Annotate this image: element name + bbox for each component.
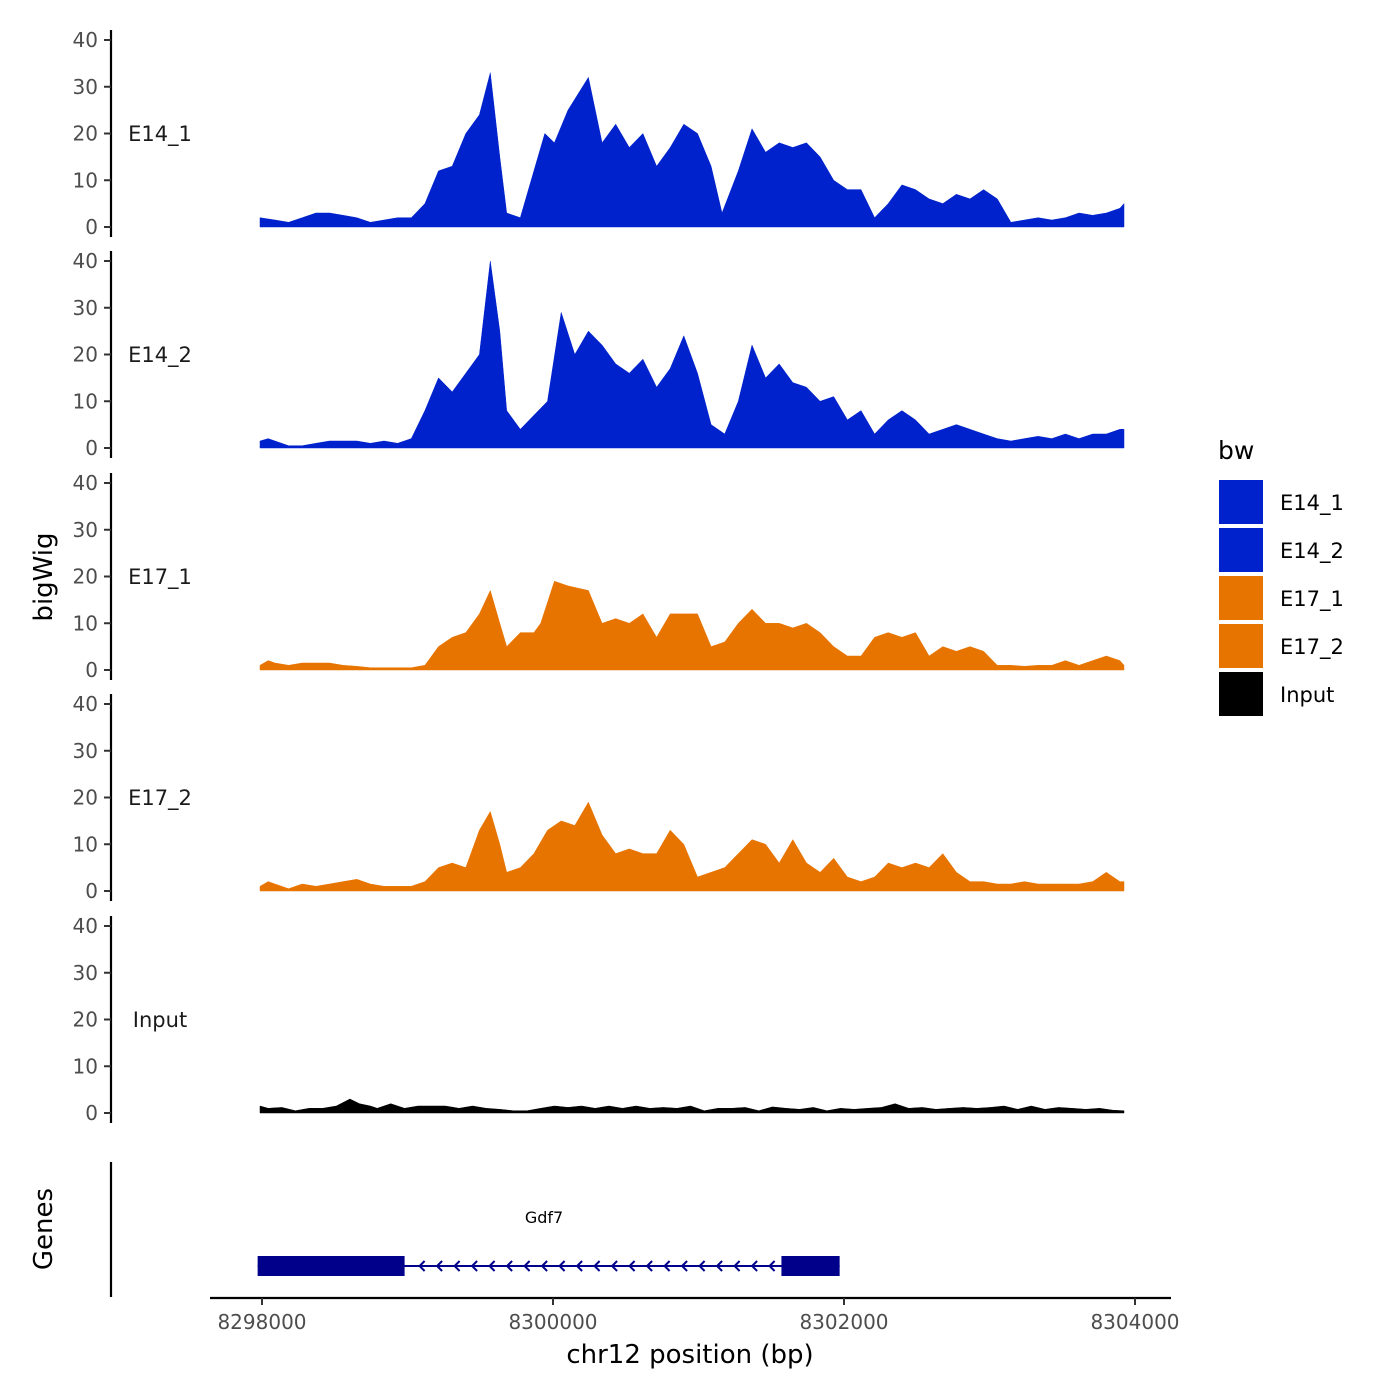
legend-item-e17-1: E17_1 (1219, 576, 1344, 620)
gene-exon (257, 1256, 405, 1276)
y-tick-label: 20 (73, 786, 98, 810)
y-axis-title: bigWig (29, 532, 59, 621)
strand-arrow (523, 1260, 531, 1272)
strand-arrow (453, 1260, 461, 1272)
gene-exon (781, 1256, 840, 1276)
strand-arrow (575, 1260, 583, 1272)
y-tick-label: 30 (73, 75, 98, 99)
legend-label: E14_2 (1280, 539, 1344, 564)
genes-track: Genes Gdf7 (29, 1162, 840, 1297)
strand-arrow (645, 1260, 653, 1272)
y-tick-label: 0 (85, 1101, 98, 1125)
legend-title: bw (1218, 436, 1254, 465)
strand-arrow (680, 1260, 688, 1272)
legend-swatch (1219, 672, 1263, 716)
panel-e14-1: 0 10 20 30 40 E14_1 (73, 28, 1125, 239)
y-tick-label: 30 (73, 518, 98, 542)
panel-label: E17_2 (128, 786, 192, 811)
legend-item-e14-2: E14_2 (1219, 528, 1344, 572)
legend-items: E14_1 E14_2 E17_1 E17_2 Input (1219, 480, 1344, 716)
y-tick-label: 0 (85, 436, 98, 460)
coverage-area-input (259, 1098, 1125, 1114)
y-tick-label: 10 (73, 1054, 98, 1078)
y-tick-label: 40 (73, 692, 98, 716)
y-tick-label: 20 (73, 122, 98, 146)
x-tick-label: 8304000 (1090, 1310, 1179, 1334)
coverage-area-e14-1 (259, 72, 1125, 228)
legend-label: E17_1 (1280, 587, 1344, 612)
gene-name-label: Gdf7 (525, 1208, 563, 1227)
y-tick-label: 30 (73, 961, 98, 985)
strand-arrow (593, 1260, 601, 1272)
strand-arrow (418, 1260, 426, 1272)
strand-arrow (558, 1260, 566, 1272)
x-axis-title: chr12 position (bp) (566, 1340, 813, 1370)
y-tick-label: 0 (85, 215, 98, 239)
strand-arrow (435, 1260, 443, 1272)
legend-label: E14_1 (1280, 491, 1344, 516)
legend-swatch (1219, 624, 1263, 668)
y-tick-label: 40 (73, 471, 98, 495)
legend: bw E14_1 E14_2 E17_1 E17_2 Input (1218, 436, 1344, 716)
coverage-area-e14-2 (259, 260, 1125, 449)
y-tick-label: 0 (85, 879, 98, 903)
strand-arrow (698, 1260, 706, 1272)
legend-item-e17-2: E17_2 (1219, 624, 1344, 668)
coverage-area-e17-1 (259, 580, 1125, 671)
y-tick-label: 20 (73, 565, 98, 589)
genes-track-label: Genes (29, 1188, 59, 1270)
y-tick-label: 10 (73, 168, 98, 192)
y-tick-label: 30 (73, 739, 98, 763)
gene-models: Gdf7 (257, 1208, 840, 1276)
y-tick-label: 10 (73, 832, 98, 856)
y-tick-label: 10 (73, 611, 98, 635)
y-tick-label: 20 (73, 1008, 98, 1032)
x-ticks: 8298000 8300000 8302000 8304000 (217, 1298, 1180, 1334)
x-axis: 8298000 8300000 8302000 8304000 chr12 posit… (210, 1296, 1180, 1370)
panel-label: E14_1 (128, 122, 192, 147)
strand-arrow (610, 1260, 618, 1272)
x-tick-label: 8300000 (508, 1310, 597, 1334)
coverage-panels: 0 10 20 30 40 E14_1 0 10 20 30 40 E14_2 0 10 20 30 40 E17… (73, 28, 1125, 1125)
strand-arrow (540, 1260, 548, 1272)
y-tick-label: 30 (73, 296, 98, 320)
panel-label: Input (133, 1008, 187, 1032)
strand-arrow (470, 1260, 478, 1272)
legend-swatch (1219, 480, 1263, 524)
y-tick-label: 40 (73, 249, 98, 273)
coverage-area-e17-2 (259, 801, 1125, 892)
strand-arrow (768, 1260, 776, 1272)
y-tick-label: 20 (73, 343, 98, 367)
legend-swatch (1219, 576, 1263, 620)
y-tick-label: 40 (73, 28, 98, 52)
panel-e17-1: 0 10 20 30 40 E17_1 (73, 471, 1125, 682)
y-tick-label: 0 (85, 658, 98, 682)
legend-item-input: Input (1219, 672, 1334, 716)
gene-gdf7: Gdf7 (257, 1208, 840, 1276)
strand-arrow (505, 1260, 513, 1272)
panel-input: 0 10 20 30 40 Input (73, 914, 1125, 1125)
panel-e17-2: 0 10 20 30 40 E17_2 (73, 692, 1125, 903)
y-tick-label: 40 (73, 914, 98, 938)
legend-item-e14-1: E14_1 (1219, 480, 1344, 524)
strand-arrow (715, 1260, 723, 1272)
panel-label: E14_2 (128, 343, 192, 368)
strand-arrow (733, 1260, 741, 1272)
strand-arrow (750, 1260, 758, 1272)
legend-label: Input (1280, 683, 1334, 707)
panel-label: E17_1 (128, 565, 192, 590)
legend-label: E17_2 (1280, 635, 1344, 660)
strand-arrow (628, 1260, 636, 1272)
strand-arrow (663, 1260, 671, 1272)
panel-e14-2: 0 10 20 30 40 E14_2 (73, 249, 1125, 460)
y-tick-label: 10 (73, 389, 98, 413)
legend-swatch (1219, 528, 1263, 572)
strand-arrow (488, 1260, 496, 1272)
x-tick-label: 8302000 (799, 1310, 888, 1334)
x-tick-label: 8298000 (217, 1310, 306, 1334)
